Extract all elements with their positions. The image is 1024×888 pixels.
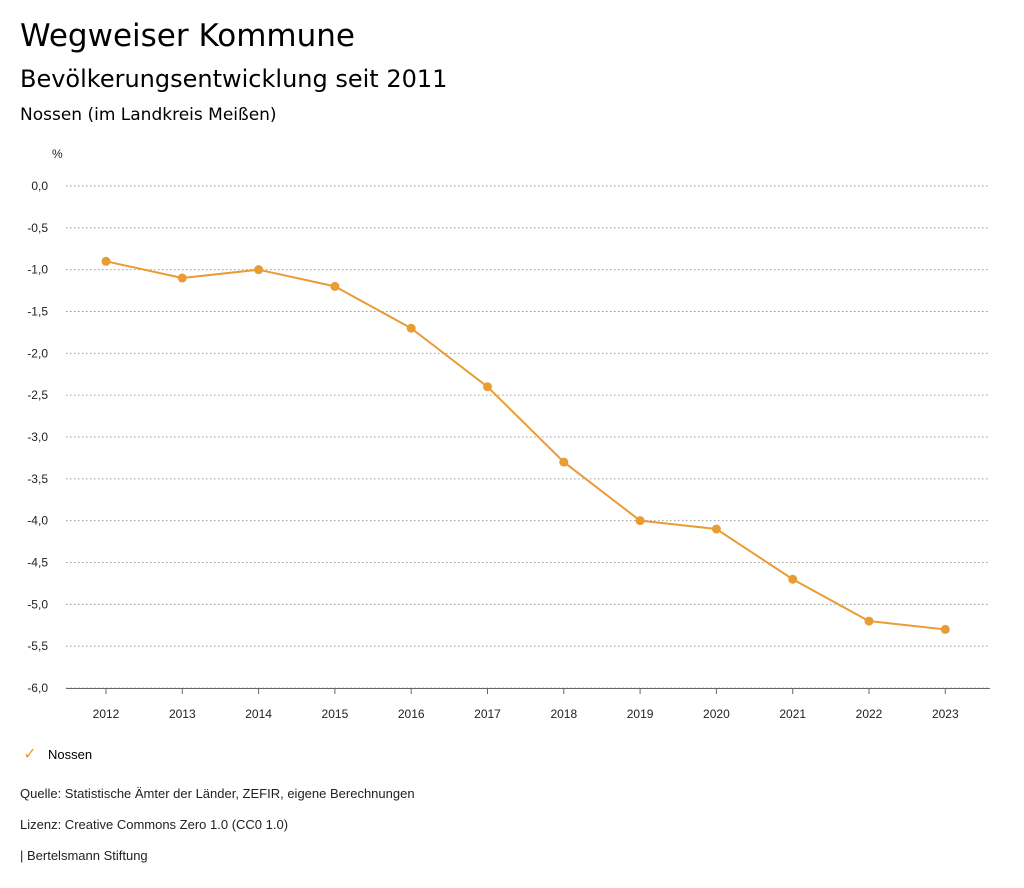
x-tick-label: 2015 [322, 707, 349, 721]
y-tick-label: -1,5 [27, 305, 48, 319]
data-point [406, 323, 416, 333]
x-tick-label: 2022 [856, 707, 883, 721]
data-point [254, 265, 264, 275]
x-tick-label: 2014 [245, 707, 272, 721]
x-tick-label: 2019 [627, 707, 654, 721]
y-tick-label: -6,0 [27, 681, 48, 695]
y-tick-label: -5,0 [27, 597, 48, 611]
legend-item-nossen[interactable]: ✓ Nossen [20, 744, 92, 764]
data-point [788, 574, 798, 584]
x-tick-label: 2018 [550, 707, 577, 721]
x-tick-label: 2012 [93, 707, 120, 721]
license-note: Lizenz: Creative Commons Zero 1.0 (CC0 1… [20, 817, 289, 832]
series-layer [101, 256, 950, 634]
data-point [559, 457, 569, 467]
data-point [177, 273, 187, 283]
data-point [101, 256, 111, 266]
chart-subtitle: Bevölkerungsentwicklung seit 2011 [20, 65, 448, 93]
x-tick-label: 2021 [779, 707, 806, 721]
y-tick-label: -3,5 [27, 472, 48, 486]
x-tick-label: 2020 [703, 707, 730, 721]
y-axis: 0,0 -0,5 -1,0 -1,5 -2,0 -2,5 -3,0 -3,5 -4,0 -4,5 -… [27, 179, 48, 695]
y-tick-label: -4,5 [27, 556, 48, 570]
x-axis: 2012 2013 2014 2015 2016 2017 2018 2019 2020 2021… [66, 688, 990, 721]
x-tick-label: 2017 [474, 707, 501, 721]
data-point [635, 516, 645, 526]
source-note: Quelle: Statistische Ämter der Länder, Z… [20, 786, 415, 801]
x-tick-label: 2013 [169, 707, 196, 721]
x-tick-label: 2023 [932, 707, 959, 721]
data-point [483, 382, 492, 392]
legend-label: Nossen [48, 746, 93, 762]
x-tick-label: 2016 [398, 707, 425, 721]
y-tick-label: -0,5 [27, 221, 48, 235]
y-tick-label: -4,0 [27, 514, 48, 528]
y-axis-label: % [52, 147, 63, 161]
check-icon: ✓ [23, 746, 37, 763]
data-point [940, 624, 950, 634]
region-label: Nossen (im Landkreis Meißen) [20, 105, 277, 125]
y-tick-label: -2,0 [27, 346, 48, 360]
y-tick-label: -2,5 [27, 388, 48, 402]
data-point [330, 281, 340, 291]
line-chart: 0,0 -0,5 -1,0 -1,5 -2,0 -2,5 -3,0 -3,5 -4,0 -4,5 -… [27, 147, 990, 721]
y-tick-label: -5,5 [27, 639, 48, 653]
data-point [864, 616, 874, 626]
y-tick-label: -3,0 [27, 430, 48, 444]
y-tick-label: 0,0 [31, 179, 48, 193]
y-tick-label: -1,0 [27, 263, 48, 277]
publisher-note: | Bertelsmann Stiftung [20, 848, 148, 863]
series-line-nossen [105, 260, 946, 631]
data-point [711, 524, 721, 534]
grid [66, 185, 990, 689]
page-title: Wegweiser Kommune [20, 18, 355, 54]
